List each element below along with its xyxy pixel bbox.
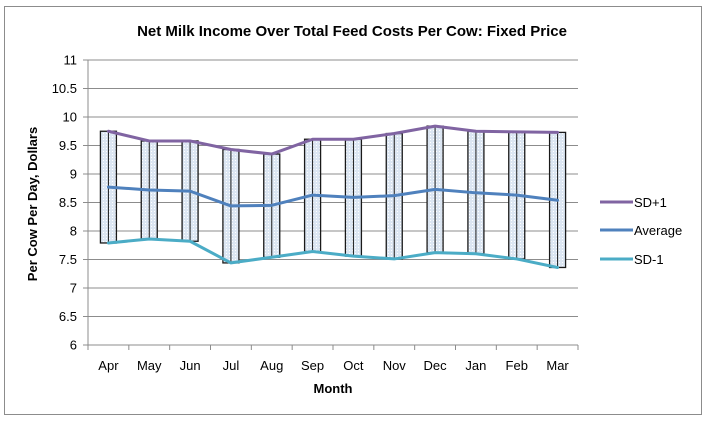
series-line-sd-1: [106, 237, 560, 269]
x-tick-label: Jun: [180, 358, 201, 373]
x-axis-ticks: Apr May Jun Jul Aug Sep Oct Nov Dec Jan Feb Mar: [87, 345, 579, 373]
legend-item: SD-1: [600, 252, 664, 267]
y-tick-label: 10.5: [52, 81, 77, 96]
y-tick-label: 10: [63, 110, 77, 125]
y-tick-label: 9.5: [59, 138, 77, 153]
x-tick-label: Jul: [223, 358, 240, 373]
chart-title: Net Milk Income Over Total Feed Costs Pe…: [137, 23, 567, 40]
legend-label: SD+1: [634, 195, 667, 210]
y-tick-label: 6.5: [59, 309, 77, 324]
legend-label: SD-1: [634, 252, 664, 267]
x-tick-label: Dec: [424, 358, 448, 373]
y-tick-label: 9: [70, 167, 77, 182]
y-tick-label: 11: [64, 53, 78, 68]
gridlines: [88, 59, 578, 317]
x-tick-label: Mar: [546, 358, 569, 373]
x-tick-label: Nov: [383, 358, 407, 373]
x-tick-label: Apr: [98, 358, 119, 373]
x-tick-label: Feb: [506, 358, 528, 373]
legend-item: SD+1: [600, 195, 667, 210]
x-tick-label: Sep: [301, 358, 324, 373]
y-tick-label: 7.5: [59, 252, 77, 267]
legend: SD+1 Average SD-1: [600, 195, 682, 267]
legend-label: Average: [634, 223, 682, 238]
y-axis-title: Per Cow Per Day, Dollars: [25, 127, 40, 281]
series-line-sd-1: [106, 124, 560, 156]
x-tick-label: May: [137, 358, 162, 373]
y-tick-label: 6: [70, 338, 77, 353]
series-line-average: [106, 185, 560, 208]
x-tick-label: Oct: [343, 358, 364, 373]
axes: [87, 60, 578, 346]
y-tick-label: 7: [70, 281, 77, 296]
x-tick-label: Jan: [465, 358, 486, 373]
y-tick-label: 8.5: [59, 195, 77, 210]
series-lines: [106, 124, 560, 269]
x-tick-label: Aug: [260, 358, 283, 373]
y-tick-label: 8: [70, 224, 77, 239]
legend-item: Average: [600, 223, 682, 238]
y-axis-ticks: 6 6.5 7 7.5 8 8.5 9 9.5 10 10.5 11: [52, 53, 88, 353]
x-axis-title: Month: [314, 381, 353, 396]
